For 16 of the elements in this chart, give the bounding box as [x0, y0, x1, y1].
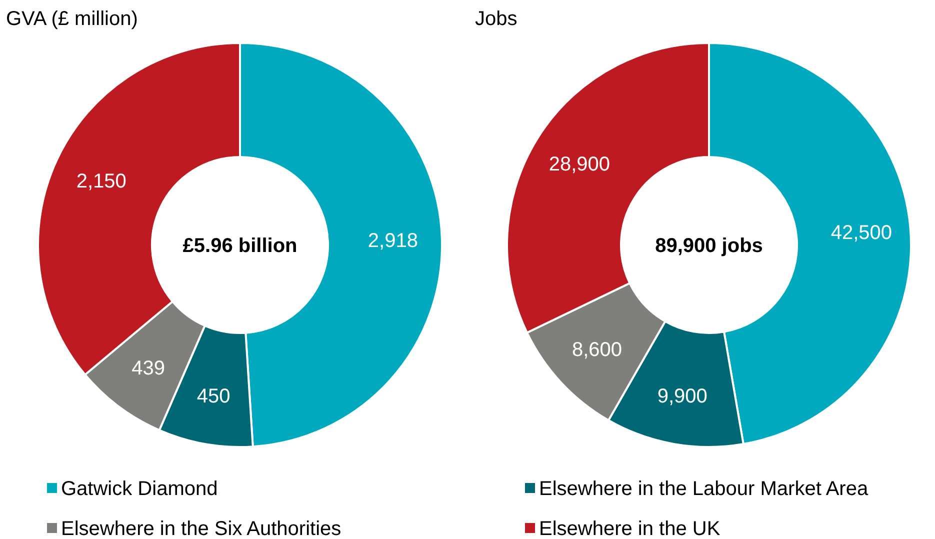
chart-title: Jobs [475, 8, 518, 30]
legend-label: Elsewhere in the Labour Market Area [539, 478, 869, 500]
data-label: 2,918 [368, 230, 418, 252]
text: £5.96 billion [182, 235, 298, 257]
text: 89,900 jobs [655, 235, 763, 257]
data-label: 2,150 [76, 170, 126, 192]
data-label: 439 [132, 358, 166, 380]
data-label: 42,500 [830, 222, 892, 244]
chart-title: GVA (£ million) [6, 8, 138, 30]
data-label: 450 [196, 386, 230, 408]
data-label: 8,600 [572, 339, 622, 362]
legend-label: Elsewhere in the Six Authorities [61, 518, 342, 539]
legend-label: Elsewhere in the UK [539, 518, 721, 539]
data-label: 9,900 [657, 386, 708, 408]
legend-label: Gatwick Diamond [61, 478, 218, 500]
data-label: 28,900 [548, 154, 610, 176]
